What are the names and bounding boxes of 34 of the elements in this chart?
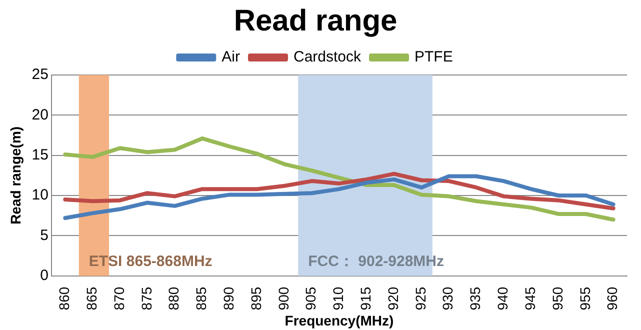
legend-label: Cardstock xyxy=(293,48,362,66)
x-tick-label: 930 xyxy=(440,286,456,310)
x-tick-label: 940 xyxy=(494,286,511,310)
x-tick-label: 890 xyxy=(220,286,236,310)
x-tick-label: 920 xyxy=(384,286,401,310)
y-tick-label: 25 xyxy=(32,66,48,84)
x-tick-label: 935 xyxy=(467,286,484,310)
x-tick-label: 880 xyxy=(166,286,182,310)
y-axis-title: Read range(m) xyxy=(7,126,24,224)
y-tick-label: 10 xyxy=(32,186,48,204)
x-tick-label: 915 xyxy=(358,286,374,310)
legend-label: PTFE xyxy=(414,48,453,66)
x-axis-title: Frequency(MHz) xyxy=(284,312,394,328)
x-tick-label: 865 xyxy=(83,286,100,310)
x-tick-label: 895 xyxy=(248,286,264,310)
y-tick-label: 0 xyxy=(40,266,48,284)
x-tick-label: 910 xyxy=(330,286,346,310)
x-tick-label: 950 xyxy=(549,286,566,310)
x-tick-label: 945 xyxy=(522,286,538,310)
y-tick-label: 15 xyxy=(32,146,48,164)
y-tick-label: 5 xyxy=(40,226,48,244)
chart-title: Read range xyxy=(234,4,398,38)
x-tick-label: 870 xyxy=(110,286,127,310)
x-tick-label: 960 xyxy=(604,286,620,310)
y-tick-label: 20 xyxy=(32,106,48,124)
x-tick-label: 900 xyxy=(275,286,292,310)
x-tick-label: 875 xyxy=(138,286,154,310)
x-tick-label: 885 xyxy=(193,286,210,310)
x-tick-label: 860 xyxy=(56,286,72,310)
x-tick-label: 955 xyxy=(576,286,593,310)
x-tick-label: 905 xyxy=(302,286,319,310)
band-label: FCC： 902-928MHz xyxy=(308,252,444,270)
x-tick-label: 925 xyxy=(412,286,428,310)
legend-label: Air xyxy=(222,48,240,66)
